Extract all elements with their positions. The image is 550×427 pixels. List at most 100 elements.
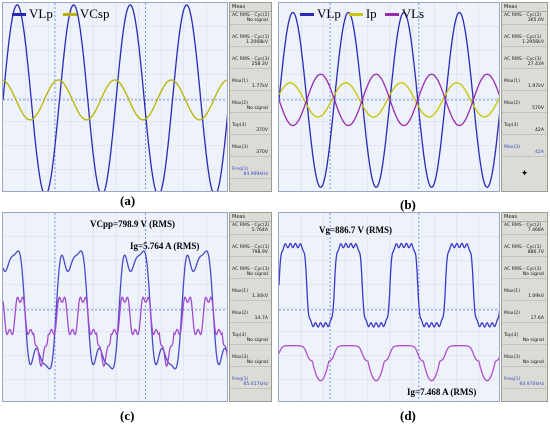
meas-footer-icon: ✦ [230,188,271,191]
waveform-plot-a [3,3,227,191]
meas-label: Max(3) [232,145,249,150]
legend-label-vls: VLs [401,6,425,21]
measurement-panel-b: Meas AC RMS - Cyc(2) 365.0V AC RMS - Cyc(1)… [501,2,548,192]
meas-label: Max(1) [232,79,249,84]
meas-value: No signal [230,272,271,279]
meas-label: AC RMS - Cyc(3) [504,57,542,62]
scope-a [2,2,228,192]
meas-label: AC RMS - Cyc(1) [504,245,542,250]
panel-b: Meas AC RMS - Cyc(2) 365.0V AC RMS - Cyc(1)… [278,2,548,192]
meas-label: AC RMS - Cyc(3) [232,57,270,62]
annotation-vg: Vg=886.7 V (RMS) [319,225,393,235]
panel-c: Meas AC RMS - Cyc(2) 5.764A AC RMS - Cyc(1)… [2,212,272,402]
legend-label-ip: Ip [365,6,377,21]
meas-label: Max(2) [504,101,521,106]
legend-a: VLp VCsp [8,6,109,22]
meas-value: 570V [502,106,547,113]
meas-value: 27.43A [502,62,547,69]
panel-a: Meas AC RMS - Cyc(2) No signal AC RMS - Cyc… [2,2,272,192]
meas-value: No signal [230,360,271,367]
legend-b: VLp Ip VLs [296,6,424,22]
scope-d [278,212,500,402]
legend-label-vcsp: VCsp [79,6,110,21]
meas-label: Max(2) [232,311,249,316]
meas-value: No signal [502,272,547,279]
meas-value: 370V [230,150,271,157]
waveform-plot-c [3,213,227,401]
meas-value: No signal [230,338,271,345]
meas-value: 42A [502,150,547,157]
meas-label: Freq(1) [232,377,249,382]
measurement-panel-a: Meas AC RMS - Cyc(2) No signal AC RMS - Cyc… [229,2,272,192]
meas-label: AC RMS - Cyc(2) [232,13,270,18]
meas-value: 258.3V [230,62,271,69]
scope-b [278,2,500,192]
meas-value: 85.017kHz [230,382,271,389]
meas-title: Meas [230,3,271,12]
meas-value: 886.7V [502,250,547,257]
meas-label: Max(1) [232,289,249,294]
meas-label: AC RMS - Cyc(3) [504,267,542,272]
meas-value: 798.9V [230,250,271,257]
waveform-series-2 [279,82,499,118]
legend-swatch-vlp-b [300,12,314,16]
meas-value: 370V [230,128,271,135]
measurement-panel-c: Meas AC RMS - Cyc(2) 5.764A AC RMS - Cyc(1)… [229,212,272,402]
meas-value: 1.09kV [502,294,547,301]
measurement-panel-d: Meas AC RMS - Cyc(2) 7.468A AC RMS - Cyc(1)… [501,212,548,402]
annotation-ig-d: Ig=7.468 A (RMS) [407,387,477,397]
meas-value: 5.764A [230,228,271,235]
waveform-plot-b [279,3,499,191]
meas-label: Top(3) [504,333,519,338]
meas-label: Max(3) [504,145,521,150]
meas-value: No signal [502,338,547,345]
meas-value: 7.468A [502,228,547,235]
meas-value: 1.2956kV [502,40,547,47]
meas-label: AC RMS - Cyc(1) [232,35,270,40]
meas-value: 1.30kV [230,294,271,301]
meas-label: Max(2) [232,101,249,106]
legend-label-vlp: VLp [29,6,53,21]
meas-title: Meas [230,213,271,222]
meas-value: 84.999kHz [230,172,271,179]
annotation-vcpp: VCpp=798.9 V (RMS) [90,219,176,229]
waveform-series-3 [279,73,499,127]
meas-label: AC RMS - Cyc(2) [504,223,542,228]
meas-value: 1.77kV [230,84,271,91]
caption-a: (a) [120,193,136,208]
meas-label: Max(3) [504,355,521,360]
meas-label: AC RMS - Cyc(1) [232,245,270,250]
meas-label: Max(1) [504,289,521,294]
legend-swatch-vcsp [62,12,77,16]
legend-swatch-ip [348,12,363,16]
meas-label: Max(3) [232,355,249,360]
caption-b: (b) [400,197,416,212]
meas-value: 1.2068kV [230,40,271,47]
meas-label: AC RMS - Cyc(1) [504,35,542,40]
meas-title: Meas [502,213,547,222]
meas-label: Top(3) [504,123,519,128]
meas-value: 84.970kHz [502,382,547,389]
waveform-plot-d [279,213,499,401]
meas-value: 14.7A [230,316,271,323]
meas-label: Max(1) [504,79,521,84]
waveform-series-1 [3,4,227,191]
meas-label: Top(3) [232,333,247,338]
meas-label: AC RMS - Cyc(2) [504,13,542,18]
panel-d: Meas AC RMS - Cyc(2) 7.468A AC RMS - Cyc(1)… [278,212,548,402]
waveform-series-1 [3,250,227,370]
meas-footer-icon: ✦ [520,168,529,178]
caption-c: (c) [120,408,135,423]
waveform-series-1 [279,242,499,328]
meas-label: Top(3) [232,123,247,128]
waveform-series-2 [3,296,227,368]
legend-label-vlp-b: VLp [317,6,341,21]
caption-d: (d) [400,408,416,423]
meas-label: AC RMS - Cyc(2) [232,223,270,228]
annotation-ig-c: Ig=5.764 A (RMS) [130,241,200,251]
legend-swatch-vlp [12,12,26,16]
meas-label: Max(2) [504,311,521,316]
meas-value: 1.97kV [502,84,547,91]
meas-value: No signal [230,106,271,113]
meas-label: Freq(1) [504,377,521,382]
